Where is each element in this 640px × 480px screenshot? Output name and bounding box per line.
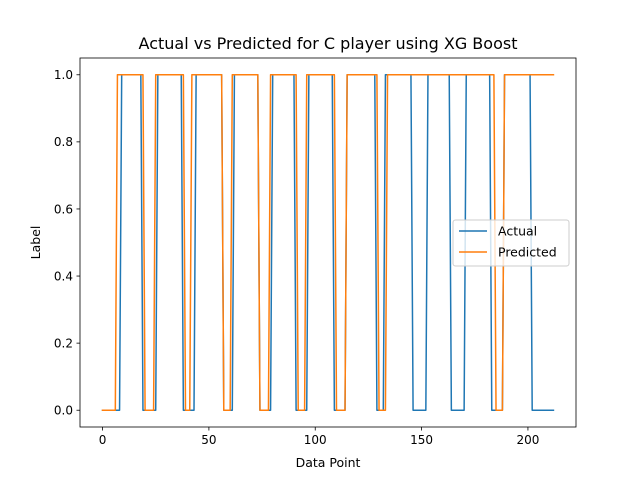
y-tick-label: 0.4 <box>54 269 73 283</box>
x-tick-label: 150 <box>410 433 433 447</box>
legend-label-predicted: Predicted <box>498 245 557 260</box>
y-tick-label: 1.0 <box>54 68 73 82</box>
series-line-predicted <box>101 74 555 411</box>
y-tick-label: 0.8 <box>54 135 73 149</box>
x-tick-label: 100 <box>304 433 327 447</box>
y-tick-label: 0.2 <box>54 336 73 350</box>
plot-frame <box>79 57 577 428</box>
y-tick-label: 0.6 <box>54 202 73 216</box>
x-tick-label: 50 <box>201 433 216 447</box>
x-axis: 0 50 100 150 200 <box>99 427 539 447</box>
legend: Actual Predicted <box>452 219 570 267</box>
x-tick-label: 0 <box>99 433 107 447</box>
legend-label-actual: Actual <box>498 224 537 239</box>
y-tick-label: 0.0 <box>54 404 73 418</box>
x-tick-label: 200 <box>516 433 539 447</box>
chart-title: Actual vs Predicted for C player using X… <box>139 34 518 53</box>
y-axis: 0.0 0.2 0.4 0.6 0.8 1.0 <box>54 68 80 418</box>
y-axis-label: Label <box>28 226 43 260</box>
x-axis-label: Data Point <box>296 455 361 470</box>
